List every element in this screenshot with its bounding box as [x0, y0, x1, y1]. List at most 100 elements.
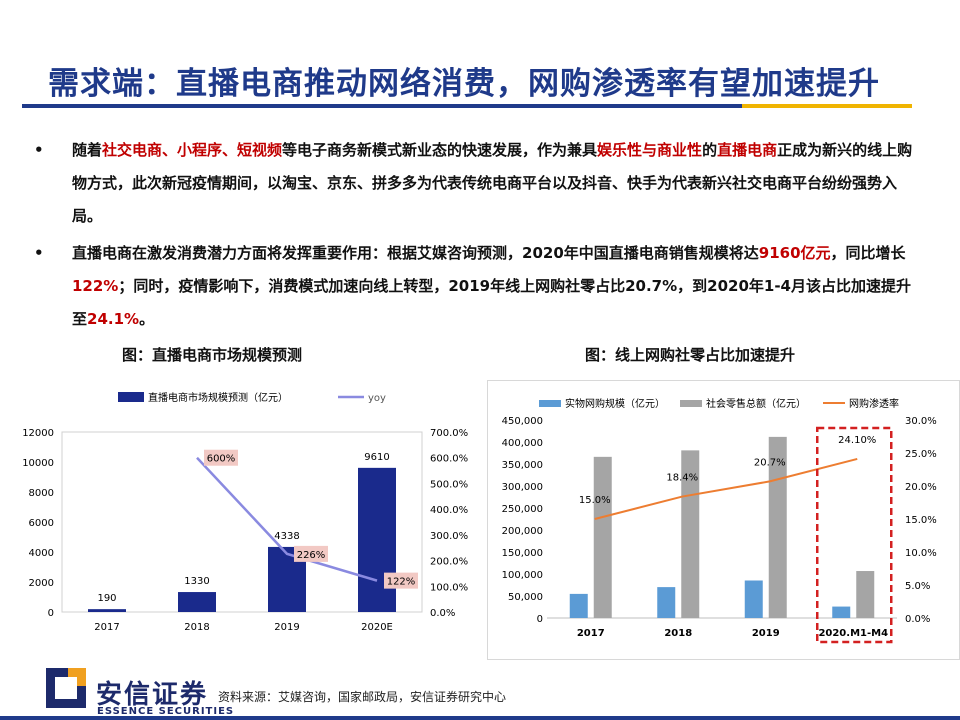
y2-tick-label: 0.0% [905, 614, 930, 625]
y-tick-label: 10000 [22, 458, 54, 469]
title-accent-bar [742, 104, 912, 108]
y-tick-label: 350,000 [502, 460, 543, 471]
y-tick-label: 6000 [29, 518, 54, 529]
legend-label: 直播电商市场规模预测（亿元） [148, 391, 288, 404]
bullet-text: 随着社交电商、小程序、短视频等电子商务新模式新业态的快速发展，作为兼具娱乐性与商… [72, 141, 912, 225]
y-tick-label: 2000 [29, 578, 54, 589]
bar [358, 467, 396, 612]
data-label: 24.10% [838, 435, 876, 446]
x-tick-label: 2018 [184, 622, 209, 633]
bar-online [744, 580, 763, 618]
penetration-chart: 0 50,000 100,000 150,000 200,000 250,000 300,0… [487, 380, 960, 660]
y2-tick-label: 0.0% [430, 608, 455, 619]
y2-tick-label: 25.0% [905, 449, 937, 460]
company-logo-icon [46, 668, 86, 708]
y2-tick-label: 300.0% [430, 531, 468, 542]
x-tick-label: 2020.M1-M4 [818, 628, 888, 639]
company-name: 安信证券 [96, 680, 209, 710]
y-tick-label: 0 [48, 608, 54, 619]
y2-tick-label: 10.0% [905, 548, 937, 559]
bar-online [657, 587, 676, 618]
x-tick-label: 2020E [361, 622, 393, 633]
bullet-marker: • [34, 244, 44, 262]
data-label: 4338 [274, 531, 299, 542]
legend-label: yoy [368, 393, 386, 404]
body-text: 。 [139, 310, 155, 328]
y2-tick-label: 30.0% [905, 416, 937, 427]
y2-tick-label: 5.0% [905, 581, 930, 592]
legend-label: 社会零售总额（亿元） [706, 397, 806, 410]
y2-tick-label: 200.0% [430, 557, 468, 568]
highlight-text: 24.1% [87, 310, 140, 328]
body-text: 正成为新兴的线上购物方式，此次新冠疫情期间，以淘宝、京东、拼多多为代表传统电商平… [72, 141, 913, 225]
y-tick-label: 300,000 [502, 482, 543, 493]
y-tick-label: 200,000 [502, 526, 543, 537]
bar-retail [856, 571, 875, 618]
y-tick-label: 0 [537, 614, 543, 625]
body-text: 的 [702, 141, 718, 159]
bar-online [569, 593, 588, 618]
bullet-list: • 随着社交电商、小程序、短视频等电子商务新模式新业态的快速发展，作为兼具娱乐性… [34, 134, 924, 336]
bar-retail [681, 450, 700, 618]
y2-tick-label: 15.0% [905, 515, 937, 526]
y-tick-label: 4000 [29, 548, 54, 559]
highlight-text: 122% [72, 277, 119, 295]
bullet-marker: • [34, 141, 44, 159]
market-size-chart: 0 2000 4000 6000 8000 10000 12000 0.0% 100.0% 200… [22, 391, 468, 633]
plot-area-border [61, 431, 423, 613]
slide-title: 需求端：直播电商推动网络消费，网购渗透率有望加速提升 [48, 66, 880, 102]
bullet-item: • 随着社交电商、小程序、短视频等电子商务新模式新业态的快速发展，作为兼具娱乐性… [34, 134, 924, 233]
y2-tick-label: 400.0% [430, 505, 468, 516]
legend-swatch-bar [118, 392, 144, 402]
highlight-text: 直播电商 [717, 141, 778, 159]
yoy-label: 226% [297, 550, 326, 561]
data-label: 9610 [364, 452, 389, 463]
highlight-text: 娱乐性与商业性 [597, 141, 703, 159]
bullet-text: 直播电商在激发消费潜力方面将发挥重要作用：根据艾媒咨询预测，2020年中国直播电… [72, 244, 911, 328]
bar-retail [593, 456, 612, 618]
x-tick-label: 2017 [577, 628, 605, 639]
y2-tick-label: 600.0% [430, 454, 468, 465]
bar-retail [768, 436, 787, 618]
highlight-box [816, 426, 893, 644]
y-tick-label: 50,000 [508, 592, 543, 603]
legend-label: 网购渗透率 [849, 397, 899, 410]
y2-tick-label: 100.0% [430, 582, 468, 593]
source-note: 资料来源：艾媒咨询，国家邮政局，安信证券研究中心 [218, 690, 507, 704]
data-label: 15.0% [579, 495, 611, 506]
y-tick-label: 12000 [22, 428, 54, 439]
legend-swatch-retail [680, 400, 702, 407]
y2-tick-label: 500.0% [430, 479, 468, 490]
highlight-text: 9160亿元 [758, 244, 831, 262]
x-tick-label: 2019 [752, 628, 780, 639]
x-tick-label: 2017 [94, 622, 119, 633]
bar [178, 592, 216, 612]
data-label: 20.7% [754, 457, 786, 468]
body-text: ；同时，疫情影响下，消费模式加速向线上转型，2019年线上网购社零占比20.7%… [72, 277, 911, 328]
footer-rule [0, 716, 960, 720]
chart-title-penetration: 图：线上网购社零占比加速提升 [585, 346, 796, 364]
y-tick-label: 100,000 [502, 570, 543, 581]
legend-swatch-online [539, 400, 561, 407]
data-label: 18.4% [666, 473, 698, 484]
highlight-text: 社交电商、小程序、短视频 [102, 141, 283, 159]
y-tick-label: 450,000 [502, 416, 543, 427]
chart-title-market-size: 图：直播电商市场规模预测 [122, 346, 303, 364]
yoy-label-bg [294, 545, 328, 562]
data-label: 1330 [184, 576, 209, 587]
title-underline [22, 104, 912, 108]
yoy-line [196, 456, 378, 582]
body-text: ，同比增长 [830, 244, 906, 262]
bar [88, 609, 126, 612]
y-tick-label: 250,000 [502, 504, 543, 515]
company-name-en: ESSENCE SECURITIES [97, 706, 235, 717]
penetration-line [594, 457, 858, 520]
chart-frame [487, 380, 960, 660]
y-tick-label: 400,000 [502, 438, 543, 449]
yoy-label-bg [204, 449, 238, 466]
bar-online [832, 606, 851, 618]
y2-tick-label: 700.0% [430, 428, 468, 439]
body-text: 随着 [72, 141, 103, 159]
legend-label: 实物网购规模（亿元） [565, 397, 665, 410]
y2-tick-label: 20.0% [905, 482, 937, 493]
